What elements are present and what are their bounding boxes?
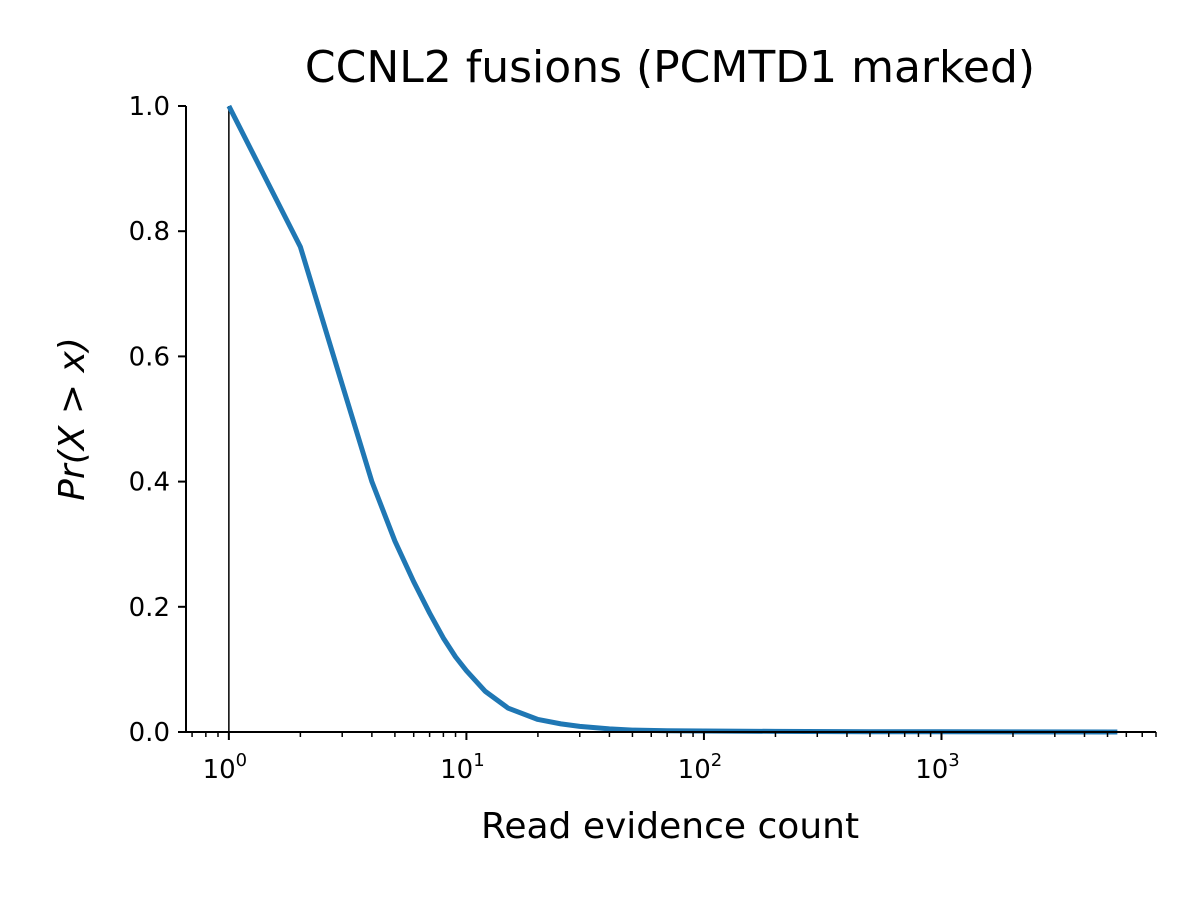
y-tick-label: 0.4 <box>129 468 170 498</box>
series-line <box>226 104 1118 735</box>
x-axis-label: Read evidence count <box>481 806 859 847</box>
y-tick-label: 0.6 <box>129 342 170 372</box>
chart-title: CCNL2 fusions (PCMTD1 marked) <box>305 42 1035 93</box>
y-axis-label: Pr(X > x) <box>52 337 93 501</box>
x-tick-label: 100 <box>203 750 248 785</box>
x-tick-label: 103 <box>915 750 960 785</box>
plot-area <box>226 104 1118 735</box>
y-tick-label: 1.0 <box>129 92 170 122</box>
x-tick-label: 102 <box>678 750 723 785</box>
y-tick-label: 0.8 <box>129 217 170 247</box>
x-tick-label: 101 <box>440 750 485 785</box>
y-tick-label: 0.0 <box>129 718 170 748</box>
y-tick-label: 0.2 <box>129 593 170 623</box>
